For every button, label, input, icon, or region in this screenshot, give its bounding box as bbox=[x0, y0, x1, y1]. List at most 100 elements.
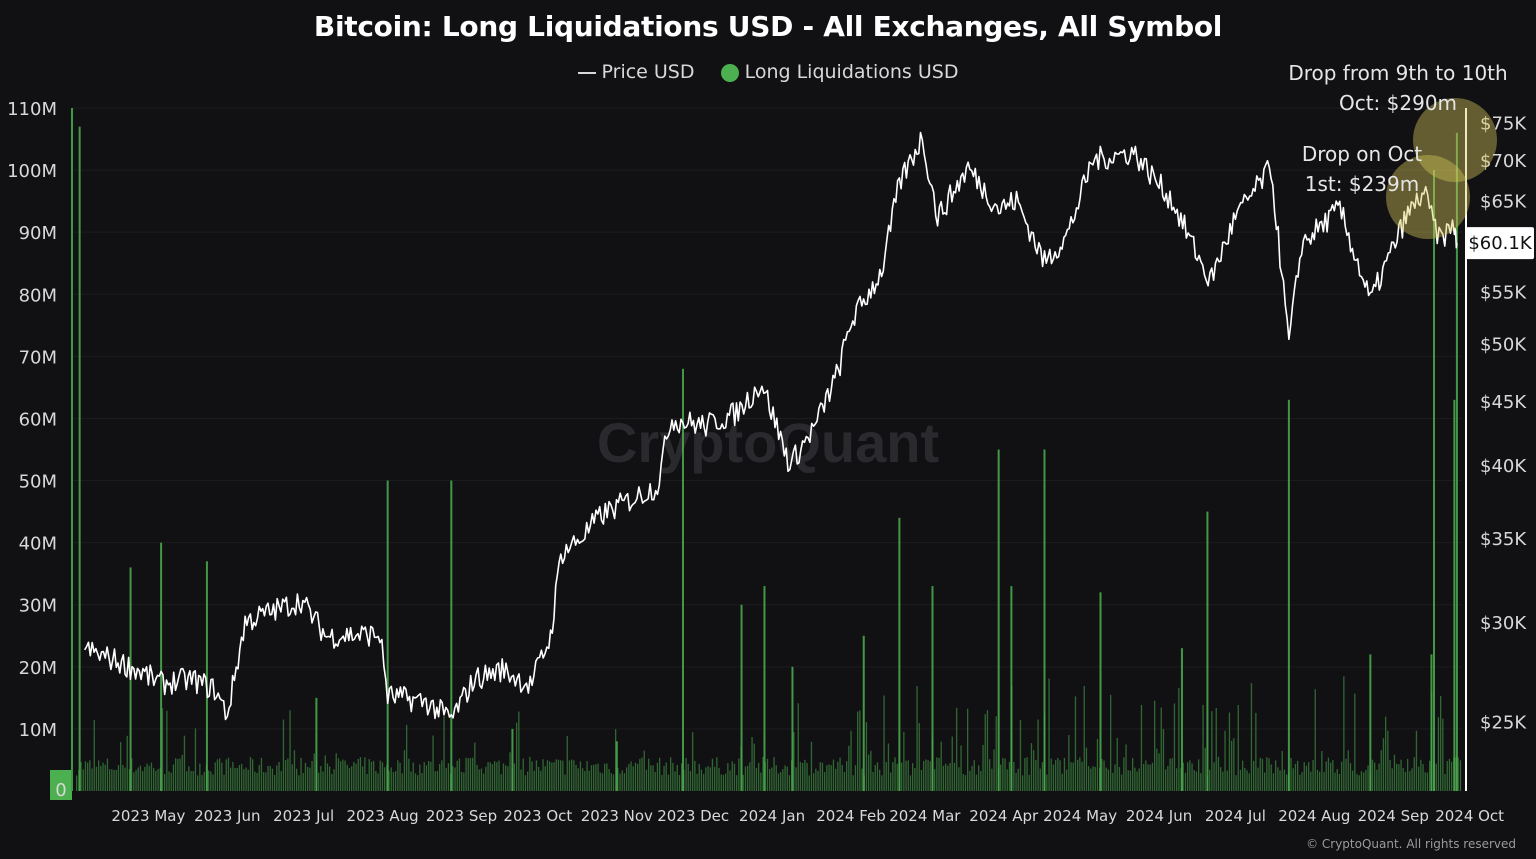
liquidation-bar bbox=[1000, 764, 1002, 791]
liquidation-bar bbox=[179, 758, 181, 791]
liquidation-bar bbox=[414, 773, 417, 791]
liquidation-spike bbox=[1369, 654, 1372, 791]
liquidation-bar bbox=[1112, 772, 1114, 791]
liquidation-bar bbox=[192, 771, 194, 791]
y-right-tick-label: $75K bbox=[1480, 113, 1527, 134]
liquidation-bar bbox=[773, 757, 775, 791]
liquidation-bar bbox=[1294, 763, 1297, 791]
liquidation-bar bbox=[133, 772, 135, 791]
liquidation-bar bbox=[753, 743, 755, 791]
liquidation-bar bbox=[322, 771, 324, 791]
y-left-tick-label: 0 bbox=[55, 780, 66, 801]
liquidation-bar bbox=[1259, 757, 1261, 791]
liquidation-bar bbox=[1015, 772, 1017, 791]
x-tick-label: 2024 Mar bbox=[889, 807, 961, 825]
liquidation-bar bbox=[1083, 685, 1085, 791]
liquidation-bar bbox=[353, 762, 355, 791]
liquidation-bar bbox=[989, 759, 991, 791]
liquidation-bar bbox=[113, 769, 115, 791]
legend-item-liquidations[interactable]: Long Liquidations USD bbox=[720, 61, 959, 83]
liquidation-bar bbox=[1160, 707, 1162, 791]
liquidation-spike bbox=[386, 480, 389, 791]
liquidation-bar bbox=[364, 757, 366, 791]
liquidation-bar bbox=[566, 735, 568, 791]
liquidation-bar bbox=[850, 730, 852, 791]
liquidation-bar bbox=[135, 770, 137, 791]
liquidation-bar bbox=[876, 762, 879, 791]
liquidation-bar bbox=[630, 761, 632, 791]
legend-item-price[interactable]: Price USD bbox=[577, 61, 695, 83]
liquidation-bar bbox=[311, 761, 313, 791]
liquidation-bar bbox=[458, 758, 461, 791]
liquidation-bar bbox=[1250, 683, 1253, 791]
liquidation-spike bbox=[862, 635, 865, 791]
liquidation-bar bbox=[1055, 760, 1057, 791]
liquidation-bar bbox=[1189, 760, 1191, 791]
liquidation-bar bbox=[848, 745, 850, 791]
liquidation-bar bbox=[1228, 712, 1231, 791]
y-left-tick-label: 100M bbox=[7, 161, 57, 182]
liquidation-bar bbox=[403, 750, 406, 791]
liquidation-bar bbox=[225, 759, 227, 791]
liquidation-bar bbox=[249, 756, 252, 791]
liquidation-bar bbox=[443, 715, 445, 791]
liquidation-bar bbox=[480, 768, 483, 791]
liquidation-bar bbox=[648, 758, 650, 791]
liquidation-bar bbox=[731, 761, 733, 791]
liquidation-bar bbox=[428, 760, 430, 791]
liquidation-bar bbox=[1246, 770, 1248, 791]
y-right-tick-label: $30K bbox=[1480, 613, 1527, 634]
liquidation-bar bbox=[564, 774, 566, 791]
liquidation-bar bbox=[681, 763, 683, 791]
liquidation-bar bbox=[1325, 761, 1327, 791]
liquidation-bar bbox=[357, 759, 359, 791]
liquidation-bar bbox=[144, 766, 146, 791]
liquidation-bar bbox=[109, 769, 111, 791]
liquidation-bar bbox=[243, 769, 245, 791]
y-right-tick-label: $50K bbox=[1480, 334, 1527, 355]
liquidation-bar bbox=[1079, 757, 1081, 791]
liquidation-bar bbox=[509, 752, 511, 791]
liquidation-bar bbox=[223, 774, 225, 791]
liquidation-bar bbox=[392, 771, 395, 791]
liquidation-bar bbox=[1074, 696, 1077, 791]
liquidation-bar bbox=[370, 761, 373, 791]
liquidation-bar bbox=[1030, 743, 1033, 791]
liquidation-bar bbox=[907, 760, 909, 791]
liquidation-bar bbox=[916, 685, 918, 791]
x-tick-label: 2024 Sep bbox=[1358, 807, 1429, 825]
liquidation-spike bbox=[791, 666, 794, 791]
liquidation-bar bbox=[304, 762, 307, 791]
liquidation-bar bbox=[472, 757, 474, 791]
liquidation-bar bbox=[1202, 704, 1204, 791]
liquidation-bar bbox=[912, 763, 914, 791]
liquidation-bar bbox=[1343, 676, 1345, 791]
liquidation-bar bbox=[1165, 769, 1167, 791]
liquidation-bar bbox=[813, 773, 815, 791]
x-tick-label: 2024 Aug bbox=[1278, 807, 1350, 825]
liquidation-spike bbox=[615, 741, 618, 791]
liquidation-bar bbox=[1292, 768, 1294, 791]
liquidation-spike bbox=[898, 517, 901, 791]
liquidation-bar bbox=[128, 769, 131, 791]
liquidation-bar bbox=[1147, 764, 1149, 791]
liquidation-bar bbox=[615, 729, 617, 791]
liquidation-bar bbox=[1354, 693, 1356, 791]
liquidation-bar bbox=[1323, 772, 1325, 791]
liquidation-bar bbox=[1061, 773, 1063, 791]
liquidation-bar bbox=[839, 757, 841, 791]
liquidation-bar bbox=[995, 716, 997, 791]
legend-label-liquidations: Long Liquidations USD bbox=[744, 61, 959, 83]
liquidation-bar bbox=[551, 762, 553, 791]
liquidation-bar bbox=[758, 762, 760, 791]
liquidation-bar bbox=[1151, 762, 1154, 791]
liquidation-bar bbox=[247, 769, 249, 791]
liquidation-bar bbox=[507, 766, 509, 791]
liquidation-bar bbox=[1349, 763, 1352, 791]
liquidation-bar bbox=[1442, 718, 1444, 791]
liquidation-bar bbox=[271, 768, 274, 791]
liquidation-bar bbox=[1301, 772, 1303, 791]
liquidation-bar bbox=[945, 763, 947, 791]
liquidation-bar bbox=[1239, 769, 1242, 791]
